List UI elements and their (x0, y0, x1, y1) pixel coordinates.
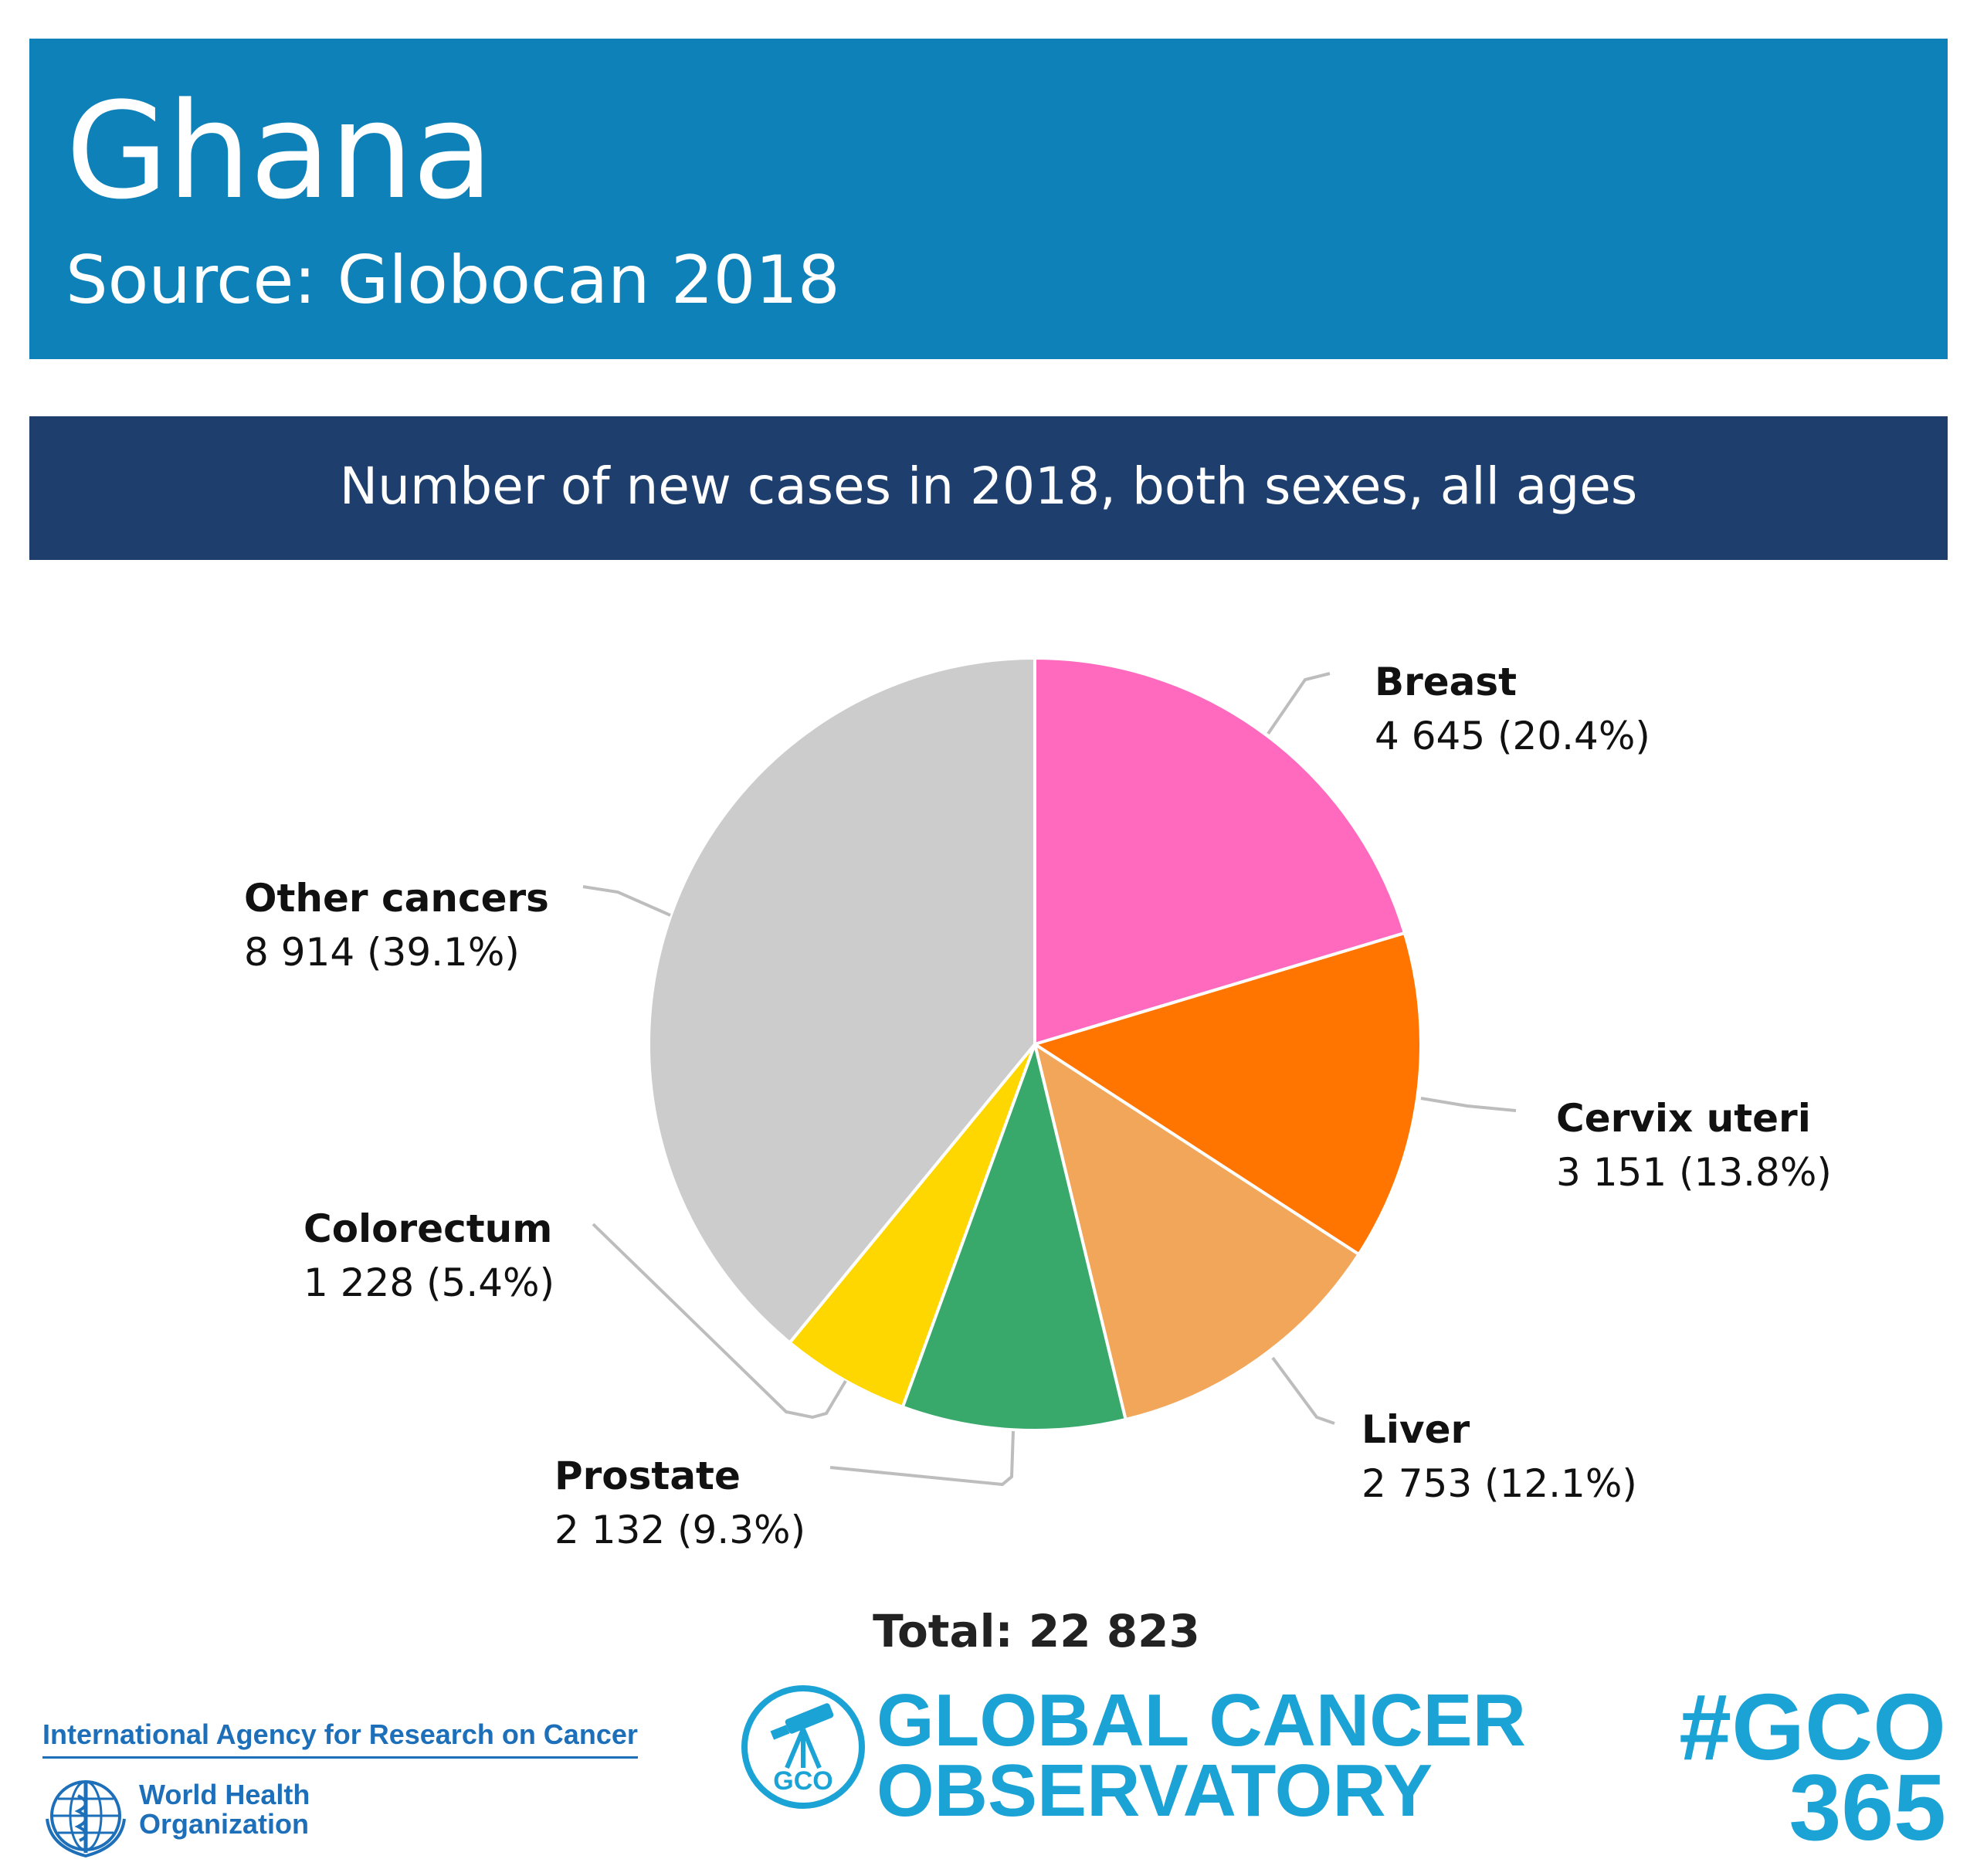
leader-line (1267, 672, 1331, 735)
leader-line (1271, 1356, 1335, 1425)
hashtag-line-1: #GCO (1679, 1674, 1946, 1779)
gco-badge-text: GCO (773, 1766, 833, 1796)
slice-label-name: Cervix uteri (1556, 1096, 1811, 1141)
chart-subtitle: Number of new cases in 2018, both sexes,… (339, 456, 1638, 516)
pie-slice-colorectum[interactable] (788, 1043, 1036, 1409)
pie-slice-prostate[interactable] (900, 1043, 1128, 1432)
gco-telescope-icon: GCO (741, 1685, 865, 1809)
leader-line (582, 885, 671, 917)
gco-title-line-1: GLOBAL CANCER (877, 1679, 1526, 1762)
who-name[interactable]: World Health Organization (139, 1780, 310, 1839)
pie-slice-breast[interactable] (1033, 656, 1406, 1046)
gco-title-line-2: OBSERVATORY (877, 1749, 1433, 1833)
who-line-1: World Health (139, 1779, 310, 1810)
pie-slices (647, 656, 1423, 1432)
leader-lines (582, 672, 1517, 1487)
leader-line (829, 1430, 1015, 1487)
slice-label-value: 8 914 (39.1%) (244, 930, 520, 975)
slice-label-name: Liver (1362, 1407, 1470, 1452)
slice-label-value: 2 132 (9.3%) (554, 1508, 805, 1552)
total-label: Total: 22 823 (873, 1605, 1200, 1657)
who-line-2: Organization (139, 1807, 310, 1840)
slice-label-name: Breast (1375, 660, 1517, 704)
hashtag-line-2: 365 (1789, 1754, 1946, 1860)
who-emblem-icon (46, 1780, 126, 1858)
hashtag: #GCO 365 (1676, 1674, 1946, 1860)
slice-labels: Breast 4 645 (20.4%) Cervix uteri 3 151 (13… (244, 660, 1832, 1552)
pie-slice-cervix-uteri[interactable] (1033, 931, 1423, 1257)
country-title: Ghana (66, 73, 493, 229)
pie-slice-other-cancers[interactable] (647, 656, 1036, 1345)
leader-line (1420, 1097, 1517, 1112)
slice-label-value: 4 645 (20.4%) (1375, 714, 1650, 758)
slice-label-name: Prostate (554, 1454, 741, 1498)
slice-label-value: 3 151 (13.8%) (1556, 1150, 1832, 1195)
slice-label-value: 2 753 (12.1%) (1362, 1461, 1637, 1506)
pie-slice-liver[interactable] (1033, 1043, 1361, 1421)
iarc-name[interactable]: International Agency for Research on Can… (42, 1721, 638, 1759)
slice-label-name: Other cancers (244, 876, 549, 921)
subtitle-bar: Number of new cases in 2018, both sexes,… (29, 416, 1948, 560)
slice-label-name: Colorectum (304, 1206, 552, 1251)
leader-line (592, 1223, 847, 1420)
slice-label-value: 1 228 (5.4%) (304, 1260, 554, 1305)
source-label: Source: Globocan 2018 (66, 242, 840, 319)
gco-title[interactable]: GLOBAL CANCER OBSERVATORY (877, 1679, 1526, 1833)
header-banner (29, 39, 1948, 359)
